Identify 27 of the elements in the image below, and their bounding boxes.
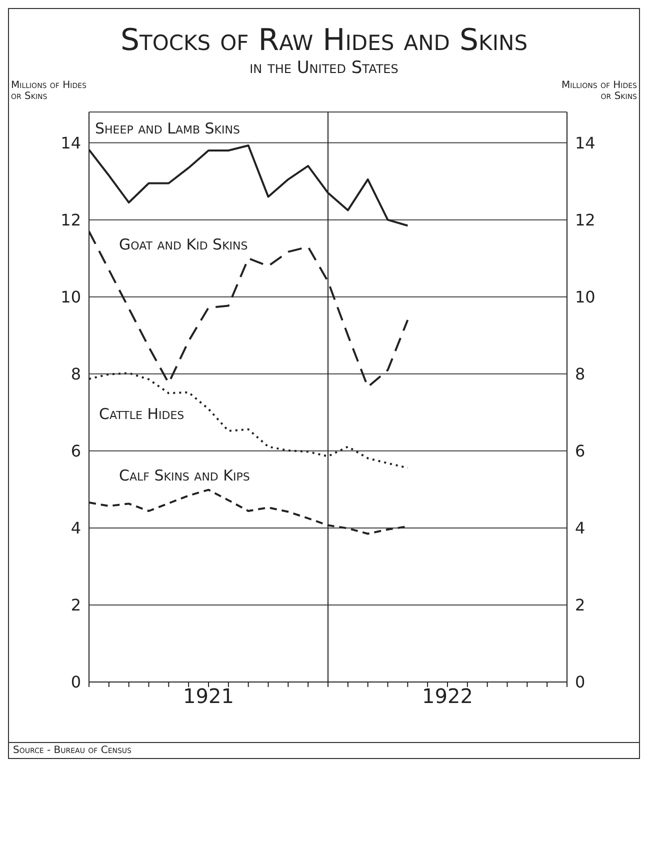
x-tick-label: 1921 — [183, 684, 234, 708]
y-tick-label: 2 — [70, 596, 81, 615]
y-tick-label: 12 — [60, 210, 81, 230]
y2-tick-label: 0 — [575, 672, 586, 692]
x-tick-label: 1922 — [422, 684, 473, 708]
series-label: Goat and Kid Skins — [119, 235, 248, 254]
y2-axis-title: Millions of Hides or Skins — [560, 80, 637, 102]
y2-tick-label: 4 — [575, 518, 586, 538]
y-tick-label: 6 — [70, 442, 81, 461]
y-axis-title: Millions of Hides or Skins — [11, 80, 88, 102]
y-tick-label: 4 — [70, 518, 81, 538]
series-label: Cattle Hides — [99, 404, 184, 423]
series-label: Sheep and Lamb Skins — [95, 120, 240, 138]
y2-tick-label: 2 — [575, 596, 586, 615]
series-label: Calf Skins and Kips — [119, 466, 250, 485]
y2-tick-label: 14 — [575, 133, 596, 152]
source-note: Source - Bureau of Census — [9, 742, 639, 758]
y2-tick-label: 8 — [575, 364, 586, 384]
y2-tick-label: 6 — [575, 442, 586, 461]
y2-tick-label: 12 — [575, 210, 596, 230]
y-tick-label: 8 — [70, 364, 81, 384]
chart-subtitle: in the United States — [248, 58, 400, 78]
y-tick-label: 10 — [60, 288, 81, 307]
y-tick-label: 0 — [70, 672, 81, 692]
chart-title: Stocks of Raw Hides and Skins — [119, 23, 529, 58]
y2-tick-label: 10 — [575, 288, 596, 307]
y-tick-label: 14 — [60, 133, 81, 152]
